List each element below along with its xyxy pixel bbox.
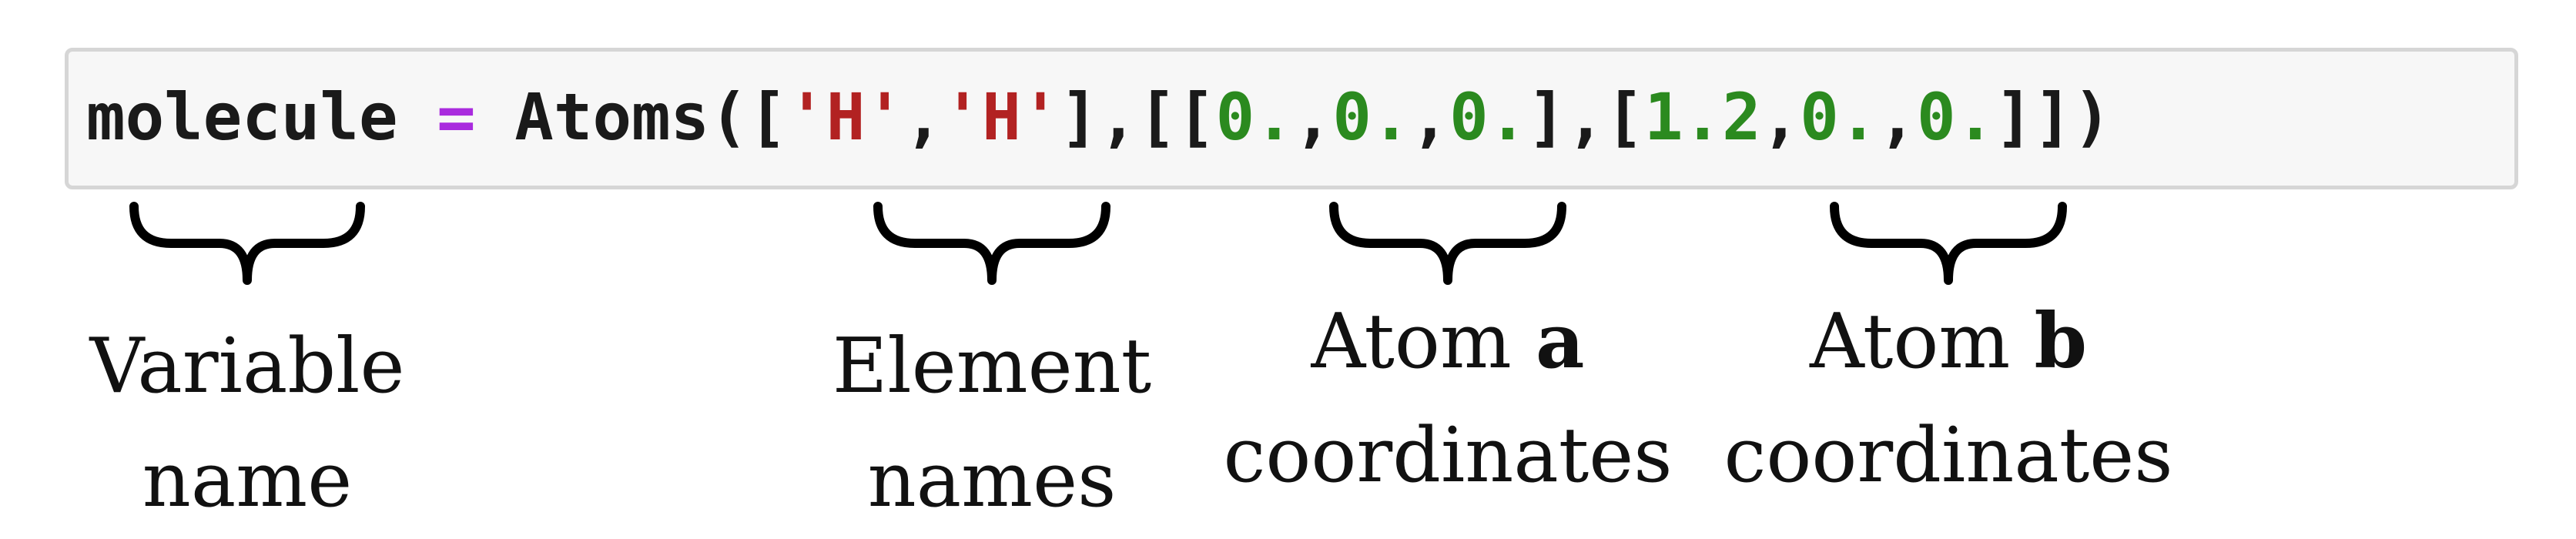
label-atom-a-line1: Atom a bbox=[1217, 285, 1679, 399]
punct-comma-4: , bbox=[1760, 79, 1801, 155]
label-variable-line2: name bbox=[142, 437, 353, 524]
atom-a-z: 0. bbox=[1449, 79, 1528, 155]
label-atom-a-line2: coordinates bbox=[1223, 412, 1673, 500]
punct-close-call: ]]) bbox=[1995, 79, 2112, 155]
brace-atom-a-icon bbox=[1329, 202, 1566, 285]
label-variable-name: Variable name bbox=[47, 310, 447, 537]
atom-b-z: 0. bbox=[1917, 79, 1995, 155]
label-element-names: Element names bbox=[792, 310, 1192, 537]
punct-comma-3: , bbox=[1410, 79, 1450, 155]
label-atom-b-prefix: Atom bbox=[1809, 298, 2035, 386]
label-atom-a-coordinates: Atom a coordinates bbox=[1217, 285, 1679, 513]
code-line: molecule = Atoms(['H','H'],[[0.,0.,0.],[… bbox=[86, 79, 2112, 156]
punct-comma-2: , bbox=[1293, 79, 1333, 155]
brace-atom-b-icon bbox=[1830, 202, 2067, 285]
code-cell bbox=[65, 48, 2518, 189]
label-atom-b-line1: Atom b bbox=[1717, 285, 2179, 399]
punct-mid: ],[ bbox=[1527, 79, 1644, 155]
label-atom-b-coordinates: Atom b coordinates bbox=[1717, 285, 2179, 513]
element-string-2: 'H' bbox=[943, 79, 1060, 155]
atom-a-x: 0. bbox=[1215, 79, 1294, 155]
punct-comma-5: , bbox=[1878, 79, 1918, 155]
brace-variable-icon bbox=[129, 202, 365, 285]
brace-elements-icon bbox=[873, 202, 1110, 285]
label-variable-line1: Variable bbox=[89, 323, 405, 410]
label-atom-b-bold: b bbox=[2034, 297, 2088, 386]
punct-open-call: ([ bbox=[709, 79, 788, 155]
variable-token: molecule bbox=[86, 79, 398, 155]
atom-b-y: 0. bbox=[1800, 79, 1878, 155]
atom-b-x: 1.2 bbox=[1643, 79, 1761, 155]
label-atom-b-line2: coordinates bbox=[1723, 412, 2173, 500]
assign-operator-token: = bbox=[397, 79, 515, 155]
label-atom-a-prefix: Atom bbox=[1311, 298, 1536, 386]
punct-close-elements: ],[[ bbox=[1060, 79, 1216, 155]
label-elements-line2: names bbox=[867, 437, 1117, 524]
label-elements-line1: Element bbox=[832, 323, 1152, 410]
atom-a-y: 0. bbox=[1332, 79, 1411, 155]
element-string-1: 'H' bbox=[787, 79, 905, 155]
punct-comma-1: , bbox=[904, 79, 943, 155]
label-atom-a-bold: a bbox=[1536, 297, 1585, 386]
function-token: Atoms bbox=[514, 79, 710, 155]
